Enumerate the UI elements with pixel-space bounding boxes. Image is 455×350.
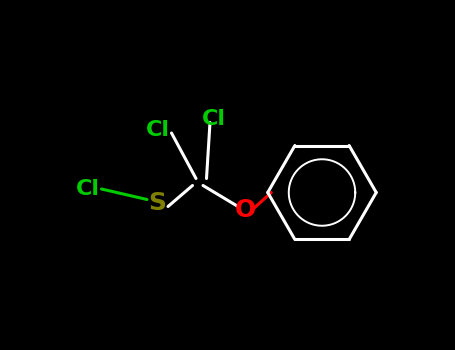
Text: O: O — [234, 198, 256, 222]
Text: Cl: Cl — [202, 109, 226, 129]
Text: Cl: Cl — [76, 179, 100, 199]
Text: S: S — [148, 191, 167, 215]
Text: Cl: Cl — [146, 119, 170, 140]
